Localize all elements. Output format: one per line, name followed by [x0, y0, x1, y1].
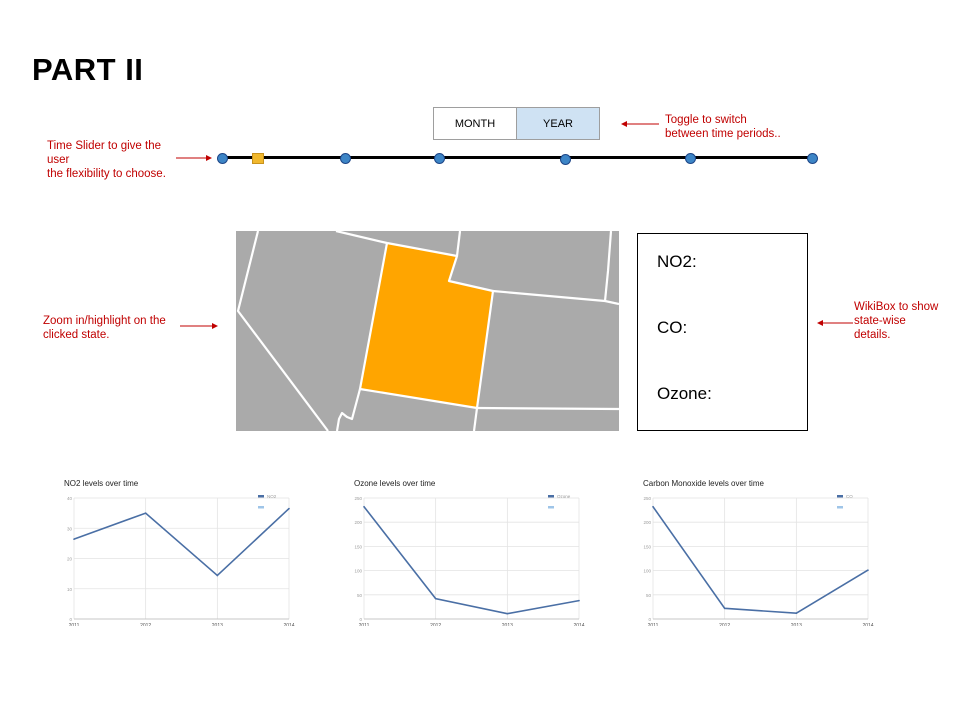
y-tick-label: 20	[67, 557, 73, 562]
map-note-line: Zoom in/highlight on the	[43, 315, 166, 327]
state-border	[236, 231, 329, 431]
toggle-note-line: Toggle to switch	[665, 114, 747, 126]
legend-label: NO2	[267, 494, 277, 499]
legend-label: Ozone	[557, 494, 571, 499]
legend-swatch	[258, 495, 264, 498]
wikibox-co-label: CO:	[657, 318, 688, 337]
slider-stop[interactable]	[685, 153, 696, 164]
legend-swatch	[548, 495, 554, 498]
y-tick-label: 30	[67, 526, 73, 531]
chart-title: NO2 levels over time	[64, 479, 139, 488]
wikibox-no2-label: NO2:	[657, 252, 697, 271]
legend-swatch	[258, 506, 264, 509]
x-tick-label: 2013	[502, 623, 513, 626]
legend-swatch	[837, 506, 843, 509]
data-point	[363, 505, 365, 508]
state-map[interactable]	[236, 231, 619, 431]
data-point	[434, 597, 437, 600]
y-tick-label: 100	[643, 569, 651, 574]
toggle-note-arrow	[621, 121, 659, 127]
y-tick-label: 150	[643, 544, 651, 549]
ozone-chart-plot: 0 50 100 150 200 250 2011 2012 2013 2014 Ozone	[354, 494, 584, 629]
wiki-note-line: state-wise	[854, 315, 906, 327]
wikibox-ozone-label: Ozone:	[657, 384, 712, 403]
data-point	[795, 612, 798, 614]
period-toggle[interactable]: MONTH YEAR	[433, 107, 600, 140]
ozone-chart: Ozone levels over time 0 50 100 150 200 250 20…	[350, 476, 590, 629]
no2-chart-plot: 0 10 20 30 40 2011 2012 2013 2014 NO2	[67, 494, 295, 629]
y-tick-label: 50	[357, 593, 363, 598]
series-line	[363, 506, 580, 615]
x-tick-label: 2011	[648, 623, 659, 626]
legend-swatch	[548, 506, 554, 509]
x-tick-label: 2012	[140, 623, 151, 626]
series-line	[652, 506, 869, 615]
y-tick-label: 0	[69, 617, 72, 622]
data-point	[652, 505, 654, 508]
y-tick-label: 40	[67, 496, 73, 501]
co-chart-plot: 0 50 100 150 200 250 2011 2012 2013 2014 CO	[643, 494, 873, 629]
slider-note-arrow	[176, 155, 212, 161]
x-tick-label: 2012	[430, 623, 441, 626]
wiki-note-line: WikiBox to show	[854, 301, 939, 313]
y-tick-label: 100	[354, 569, 362, 574]
y-tick-label: 150	[354, 544, 362, 549]
slider-stop[interactable]	[807, 153, 818, 164]
slider-stop[interactable]	[434, 153, 445, 164]
co-chart: Carbon Monoxide levels over time 0 50 100 1…	[639, 476, 879, 629]
page-title: PART II	[32, 52, 144, 87]
y-tick-label: 10	[67, 587, 73, 592]
x-tick-label: 2014	[573, 623, 584, 626]
y-tick-label: 50	[646, 593, 652, 598]
map-note-arrow	[180, 323, 218, 329]
data-point	[73, 538, 75, 540]
y-tick-label: 250	[643, 496, 651, 501]
toggle-note: Toggle to switch between time periods..	[665, 113, 781, 141]
no2-chart: NO2 levels over time 0 10 20 30 40 2011 2012 20…	[60, 476, 300, 629]
chart-title: Ozone levels over time	[354, 479, 436, 488]
slider-note-line: Time Slider to give the	[47, 140, 161, 152]
data-point	[578, 599, 580, 602]
data-point	[144, 512, 147, 514]
slider-note-line: user	[47, 154, 70, 166]
wiki-note-line: details.	[854, 329, 891, 341]
slider-stop[interactable]	[560, 154, 571, 165]
chart-title: Carbon Monoxide levels over time	[643, 479, 764, 488]
legend-swatch	[837, 495, 843, 498]
legend-label: CO	[846, 494, 853, 499]
wiki-note-arrow	[817, 320, 853, 326]
toggle-note-line: between time periods..	[665, 128, 781, 140]
y-tick-label: 200	[354, 520, 362, 525]
month-toggle-button[interactable]: MONTH	[454, 117, 496, 130]
data-point	[723, 607, 726, 610]
slider-stop[interactable]	[217, 153, 228, 164]
y-tick-label: 250	[354, 496, 362, 501]
y-tick-label: 200	[643, 520, 651, 525]
map-note: Zoom in/highlight on the clicked state.	[43, 314, 166, 342]
series-line	[73, 508, 290, 577]
data-point	[216, 574, 219, 577]
x-tick-label: 2011	[69, 623, 80, 626]
wikibox: NO2: CO: Ozone:	[637, 233, 808, 431]
x-tick-label: 2013	[212, 623, 223, 626]
year-toggle-button[interactable]: YEAR	[516, 108, 599, 139]
x-tick-label: 2011	[359, 623, 370, 626]
slider-note-line: the flexibility to choose.	[47, 168, 166, 180]
y-tick-label: 0	[359, 617, 362, 622]
y-tick-label: 0	[648, 617, 651, 622]
data-point	[506, 612, 509, 615]
x-tick-label: 2013	[791, 623, 802, 626]
slider-stop[interactable]	[340, 153, 351, 164]
data-point	[867, 569, 869, 571]
slider-thumb[interactable]	[252, 153, 264, 164]
x-tick-label: 2014	[862, 623, 873, 626]
slider-note: Time Slider to give the user the flexibi…	[47, 139, 166, 181]
x-tick-label: 2014	[283, 623, 294, 626]
slider-track[interactable]	[221, 156, 815, 159]
x-tick-label: 2012	[719, 623, 730, 626]
map-note-line: clicked state.	[43, 329, 110, 341]
wiki-note: WikiBox to show state-wise details.	[854, 300, 938, 342]
data-point	[288, 507, 290, 510]
